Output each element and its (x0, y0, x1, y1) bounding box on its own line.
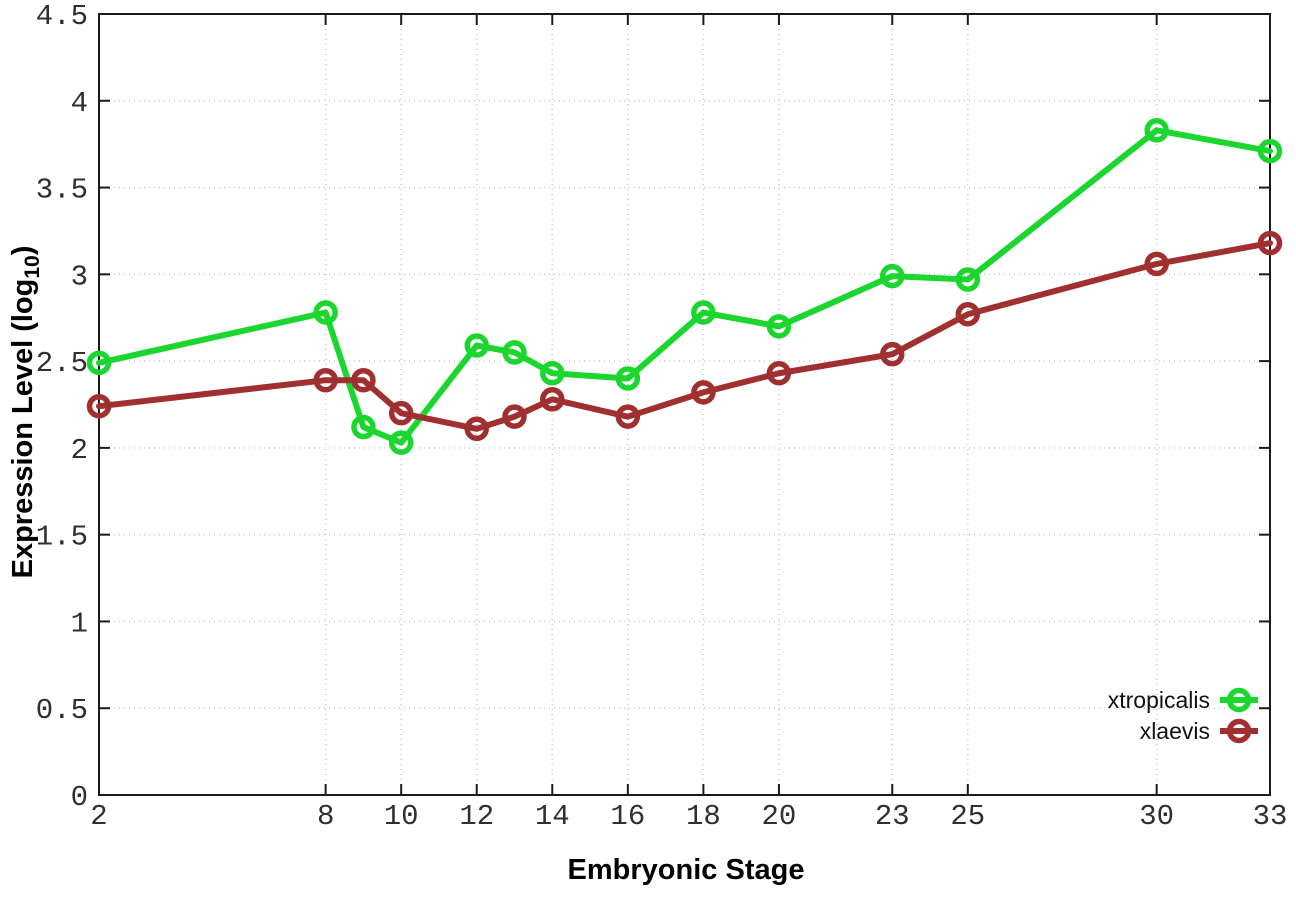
y-tick-label: 3.5 (36, 174, 88, 207)
x-tick-label: 8 (317, 800, 334, 833)
data-point-xlaevis (502, 404, 527, 429)
data-point-xtropicalis (1144, 118, 1169, 143)
data-point-xtropicalis (86, 350, 112, 376)
data-point-xtropicalis (615, 366, 641, 391)
data-point-xtropicalis (540, 361, 565, 386)
legend-marker-sample (1226, 718, 1252, 744)
data-point-xtropicalis (351, 414, 376, 440)
y-tick-label: 2.5 (36, 347, 88, 380)
x-tick-label: 33 (1253, 800, 1288, 833)
x-tick-label: 23 (875, 800, 910, 833)
x-tick-label: 25 (950, 800, 985, 833)
data-point-xlaevis (766, 361, 792, 386)
y-tick-label: 0.5 (36, 694, 88, 727)
data-point-xtropicalis (502, 340, 527, 365)
series-line-xlaevis (96, 240, 1273, 432)
data-point-xtropicalis (691, 300, 716, 325)
data-point-xlaevis (351, 367, 376, 393)
data-point-xtropicalis (388, 430, 414, 455)
x-tick-label: 18 (686, 800, 721, 833)
plot-border (98, 13, 1271, 796)
data-point-xlaevis (388, 400, 414, 426)
y-axis-title: Expression Level (log10) (7, 246, 44, 579)
x-tick-label: 14 (535, 800, 570, 833)
y-tick-label: 1.5 (36, 521, 88, 554)
legend-label-xlaevis: xlaevis (1140, 718, 1210, 744)
data-point-xlaevis (1257, 230, 1283, 256)
legend-marker-sample (1226, 687, 1252, 713)
data-point-xtropicalis (464, 333, 489, 358)
data-point-xlaevis (86, 393, 112, 419)
y-tick-label: 0 (71, 781, 88, 814)
data-point-xlaevis (955, 302, 981, 327)
x-tick-label: 16 (610, 800, 645, 833)
data-point-xlaevis (880, 341, 905, 367)
x-tick-label: 2 (90, 800, 107, 833)
data-point-xtropicalis (955, 267, 981, 292)
x-tick-label: 12 (459, 800, 494, 833)
x-tick-label: 20 (762, 800, 797, 833)
data-point-xlaevis (691, 380, 716, 405)
data-point-xlaevis (540, 387, 565, 412)
series-layer (86, 118, 1283, 455)
x-tick-label: 10 (384, 800, 419, 833)
data-point-xlaevis (464, 416, 489, 442)
grid-layer (99, 14, 1270, 795)
y-tick-label: 4.5 (36, 0, 88, 33)
x-axis-title: Embryonic Stage (568, 854, 805, 886)
legend: xtropicalis xlaevis (1108, 687, 1258, 744)
x-tick-label: 30 (1139, 800, 1174, 833)
y-tick-label: 1 (71, 607, 88, 640)
data-point-xlaevis (1144, 251, 1169, 277)
legend-label-xtropicalis: xtropicalis (1108, 687, 1210, 713)
data-point-xtropicalis (766, 314, 792, 339)
y-tick-label: 3 (71, 260, 88, 293)
data-point-xlaevis (313, 367, 338, 393)
y-tick-label: 4 (71, 87, 88, 120)
data-point-xtropicalis (313, 300, 338, 325)
y-tick-label: 2 (71, 434, 88, 467)
data-point-xlaevis (615, 404, 641, 429)
data-point-xtropicalis (1257, 138, 1283, 164)
data-point-xtropicalis (880, 263, 905, 289)
